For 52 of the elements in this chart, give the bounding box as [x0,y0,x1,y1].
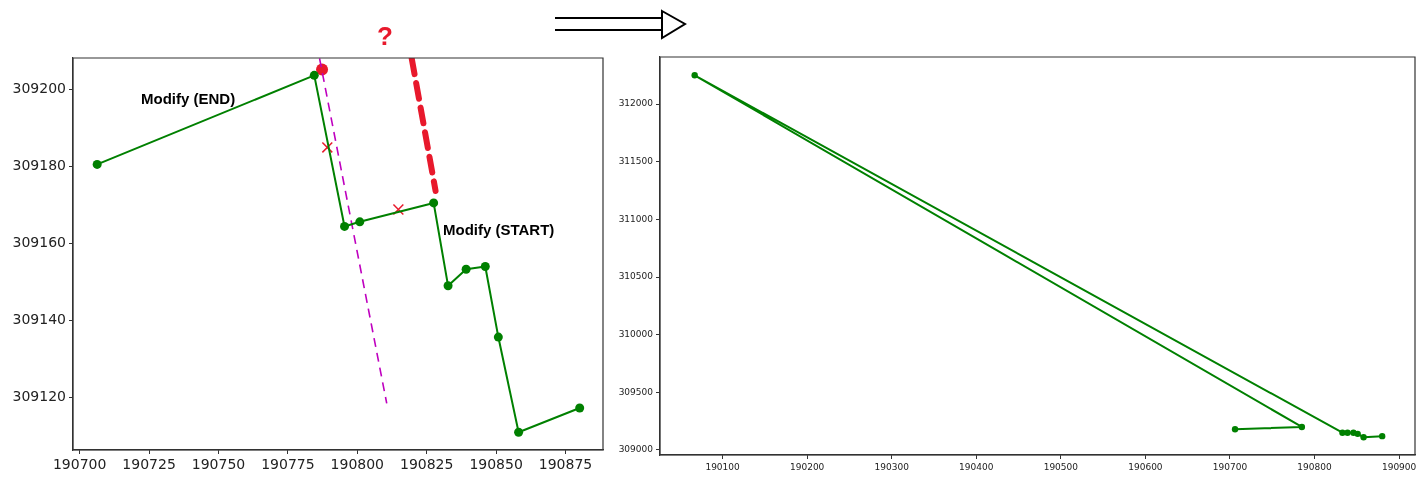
x-tick-label: 190750 [191,456,246,473]
y-tick-label: 312000 [618,98,654,109]
y-tick-label: 309500 [618,386,654,397]
x-tick-label: 190875 [538,456,593,473]
point [1354,430,1361,438]
text: ? [377,21,393,52]
x-tick-label: 190900 [1381,461,1417,472]
y-tick-label: 309140 [12,311,66,328]
point [461,264,471,274]
point [480,262,490,272]
point [1231,426,1239,433]
y-tick-label: 309120 [12,388,66,405]
x-tick-label: 190300 [874,461,910,472]
point [392,203,405,216]
point [309,70,319,80]
x-tick-label: 190600 [1128,461,1163,472]
annotation: Modify (START) [443,221,555,239]
x-tick-label: 190700 [52,456,107,473]
point [1344,429,1351,436]
x-tick-label: 190800 [1297,461,1332,472]
point [321,141,334,154]
x-tick-label: 190200 [789,461,825,472]
y-tick-label: 309000 [618,444,654,455]
y-tick-label: 309160 [12,234,66,251]
annotation: Modify (END) [141,90,236,108]
x-tick-label: 190500 [1043,461,1079,472]
point [92,159,102,169]
point [514,427,524,437]
x-tick-label: 190800 [330,456,385,473]
point [691,72,698,79]
point [1360,434,1367,441]
x-tick-label: 190700 [1212,461,1248,472]
y-tick-label: 311500 [618,156,654,167]
y-tick-label: 311000 [618,213,654,224]
y-tick-label: 309200 [12,79,66,96]
x-tick-label: 190775 [261,456,315,473]
x-tick-label: 190850 [469,456,523,473]
point [575,403,585,413]
point [1298,423,1306,431]
point [493,332,503,342]
point [1378,432,1386,440]
y-tick-label: 309180 [12,156,66,173]
point [429,198,439,208]
point [355,217,365,227]
y-tick-label: 310500 [618,271,654,282]
y-tick-label: 310000 [618,329,654,340]
x-tick-label: 190100 [705,461,741,472]
x-tick-label: 190400 [959,461,994,472]
x-tick-label: 190825 [399,456,454,473]
x-tick-label: 190725 [122,456,176,473]
point [443,281,453,291]
point [340,221,350,231]
